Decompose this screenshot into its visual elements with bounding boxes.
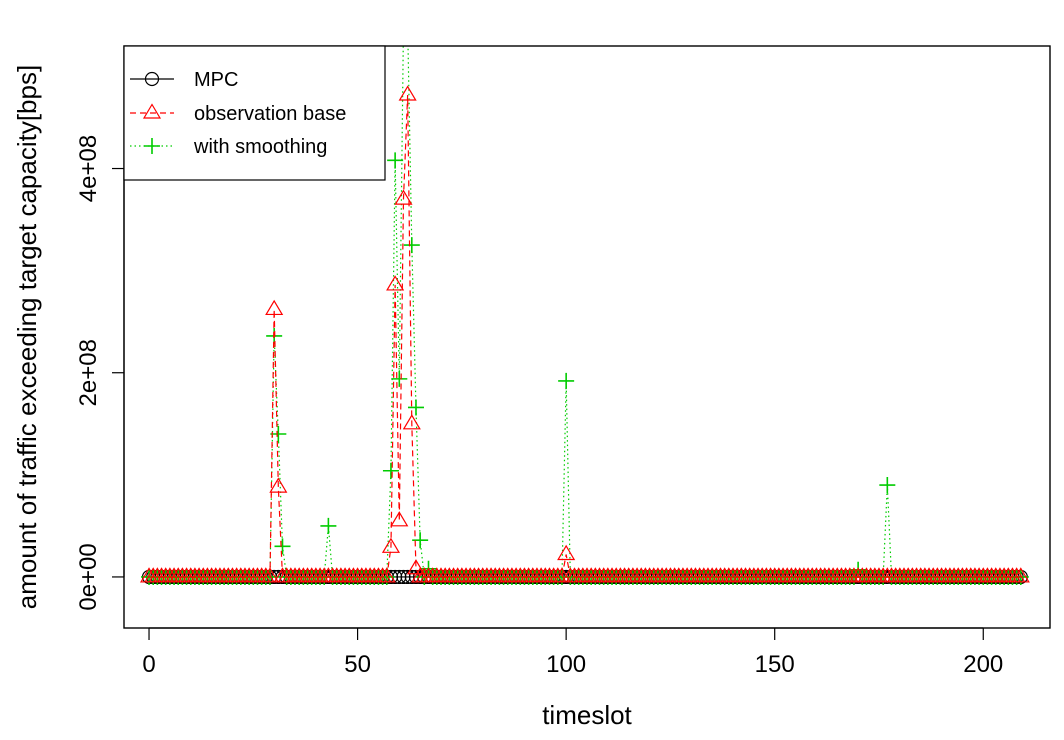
x-tick-label: 0: [142, 651, 155, 678]
data-point-observation-base: [269, 477, 288, 493]
data-point-observation-base: [1011, 567, 1030, 583]
legend-entry-observation-base: observation base: [130, 103, 346, 125]
data-point-with-smoothing: [879, 477, 896, 494]
data-point-observation-base: [265, 299, 284, 316]
data-point-with-smoothing: [270, 426, 287, 442]
legend-entry-mpc: MPC: [130, 69, 238, 91]
data-point-observation-base: [406, 559, 426, 575]
x-axis-label: timeslot: [542, 700, 632, 730]
data-point-with-smoothing: [407, 399, 424, 416]
legend-label-observation-base: observation base: [194, 103, 346, 125]
data-point-observation-base: [394, 189, 413, 205]
data-point-with-smoothing: [382, 462, 399, 479]
x-tick-label: 150: [755, 651, 795, 678]
data-point-observation-base: [557, 544, 576, 561]
data-point-with-smoothing: [395, 18, 411, 34]
legend-marker-with-smoothing: [144, 138, 160, 154]
data-point-with-smoothing: [403, 237, 420, 254]
y-tick-label: 4e+08: [75, 135, 102, 202]
data-point-with-smoothing: [387, 152, 404, 169]
legend: MPC observation base with smoothing: [123, 45, 386, 181]
x-tick-label: 100: [546, 651, 586, 678]
legend-box: [123, 45, 386, 181]
data-point-observation-base: [390, 511, 409, 527]
data-point-with-smoothing: [320, 517, 337, 534]
data-point-with-smoothing: [558, 372, 575, 389]
data-point-observation-base: [386, 275, 405, 291]
data-point-with-smoothing: [274, 538, 291, 555]
legend-label-with-smoothing: with smoothing: [193, 136, 327, 158]
data-point-observation-base: [398, 85, 417, 101]
x-tick-label: 200: [963, 651, 1003, 678]
legend-marker-observation-base: [142, 103, 162, 119]
legend-label-mpc: MPC: [194, 69, 238, 91]
data-point-observation-base: [260, 567, 280, 583]
axes-layer: 0 50 100 150 200 0e+00 2e+08 4e+08: [75, 135, 1003, 678]
data-point-observation-base: [402, 414, 421, 430]
y-tick-label: 2e+08: [75, 339, 102, 406]
data-point-observation-base: [381, 537, 401, 553]
data-point-with-smoothing: [391, 370, 408, 387]
data-point-with-smoothing: [412, 532, 429, 549]
legend-entry-with-smoothing: with smoothing: [130, 136, 327, 158]
data-point-observation-base: [377, 567, 396, 583]
data-point-with-smoothing: [400, 18, 416, 34]
legend-marker-mpc: [144, 71, 160, 87]
data-layer: [139, 18, 1030, 585]
series-observation-base: [139, 85, 1030, 583]
y-tick-label: 0e+00: [75, 543, 102, 610]
y-axis-label: amount of traffic exceeding target capac…: [12, 65, 42, 609]
x-tick-label: 50: [344, 651, 371, 678]
